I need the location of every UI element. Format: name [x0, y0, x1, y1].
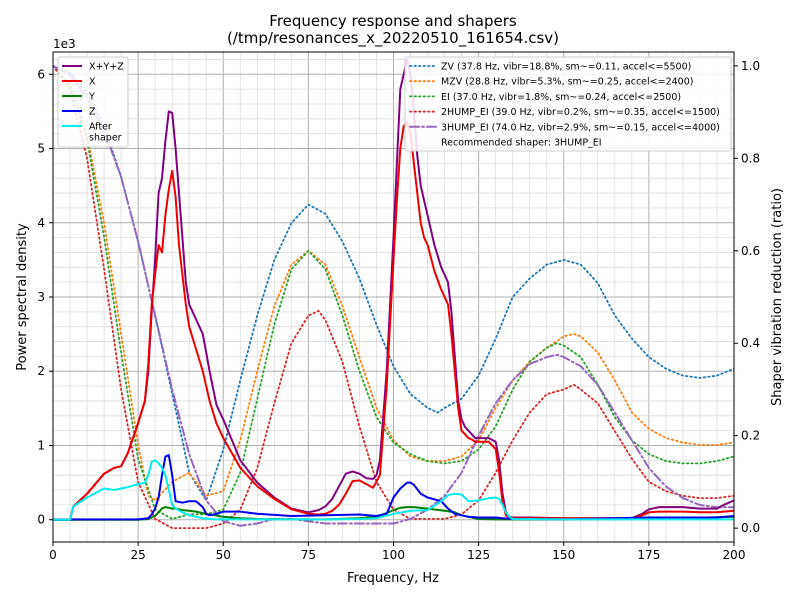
y2-tick-label: 0.8	[741, 151, 760, 165]
x-tick-label: 100	[382, 548, 405, 562]
y-tick-label: 0	[37, 513, 45, 527]
legend-shapers: ZV (37.8 Hz, vibr=18.8%, sm~=0.11, accel…	[404, 56, 732, 152]
x-axis-label: Frequency, Hz	[347, 571, 439, 586]
psd-line-3	[53, 454, 734, 521]
x-tick-label: 75	[301, 548, 316, 562]
legend-psd-label: Z	[89, 107, 96, 118]
legend-shaper-label: EI (37.0 Hz, vibr=1.8%, sm~=0.24, accel<…	[441, 92, 681, 103]
chart-subtitle: (/tmp/resonances_x_20220510_161654.csv)	[227, 29, 559, 48]
legend-psd-label: X	[89, 77, 96, 88]
legend-recommended-shaper: Recommended shaper: 3HUMP_EI	[441, 138, 602, 149]
legend-psd-label: X+Y+Z	[89, 62, 124, 73]
legend-shaper-label: MZV (28.8 Hz, vibr=5.3%, sm~=0.25, accel…	[441, 77, 693, 88]
legend-shaper-label: 2HUMP_EI (39.0 Hz, vibr=0.2%, sm~=0.35, …	[441, 107, 720, 118]
x-tick-label: 200	[723, 548, 746, 562]
y-tick-label: 2	[37, 364, 45, 378]
y-axis-label: Power spectral density	[15, 223, 30, 371]
legend-psd-label: shaper	[89, 133, 122, 144]
y-tick-label: 4	[37, 216, 45, 230]
legend-psd-label: After	[89, 122, 112, 133]
shaper-curves	[53, 64, 734, 529]
psd-line-1	[53, 121, 734, 521]
x-tick-label: 150	[552, 548, 575, 562]
shaper-line-2	[53, 65, 734, 520]
y2-tick-label: 0.0	[741, 521, 760, 535]
legend-shaper-label: ZV (37.8 Hz, vibr=18.8%, sm~=0.11, accel…	[441, 62, 691, 73]
x-tick-label: 50	[216, 548, 231, 562]
legend-psd-label: Y	[88, 92, 95, 103]
y-axis-right: 0.0 0.2 0.4 0.6 0.8 1.0	[734, 59, 760, 535]
y2-axis-label: Shaper vibration reduction (ratio)	[770, 188, 785, 406]
legend-psd-box	[57, 56, 129, 148]
y-scale-label: 1e3	[53, 37, 76, 51]
y-tick-label: 6	[37, 67, 45, 81]
y-axis-left: 0 1 2 3 4 5 6	[37, 67, 53, 527]
y-tick-label: 3	[37, 290, 45, 304]
psd-line-4	[53, 459, 734, 521]
shaper-line-3	[53, 65, 734, 529]
y2-tick-label: 0.4	[741, 336, 760, 350]
y-tick-label: 5	[37, 142, 45, 156]
y2-tick-label: 0.2	[741, 429, 760, 443]
x-tick-label: 125	[467, 548, 490, 562]
x-tick-label: 0	[49, 548, 57, 562]
chart-title: Frequency response and shapers	[269, 12, 517, 30]
shaper-line-4	[53, 64, 734, 527]
shaper-line-0	[53, 65, 734, 503]
x-axis: 0 25 50 75 100 125 150 175 200	[49, 542, 745, 562]
y2-tick-label: 0.6	[741, 244, 760, 258]
x-tick-label: 25	[130, 548, 145, 562]
y2-tick-label: 1.0	[741, 59, 760, 73]
shaper-line-1	[53, 65, 734, 502]
legend-shaper-label: 3HUMP_EI (74.0 Hz, vibr=2.9%, sm~=0.15, …	[441, 122, 720, 133]
psd-curves	[53, 58, 734, 521]
x-tick-label: 175	[637, 548, 660, 562]
y-tick-label: 1	[37, 438, 45, 452]
legend-shapers-box	[404, 56, 732, 152]
